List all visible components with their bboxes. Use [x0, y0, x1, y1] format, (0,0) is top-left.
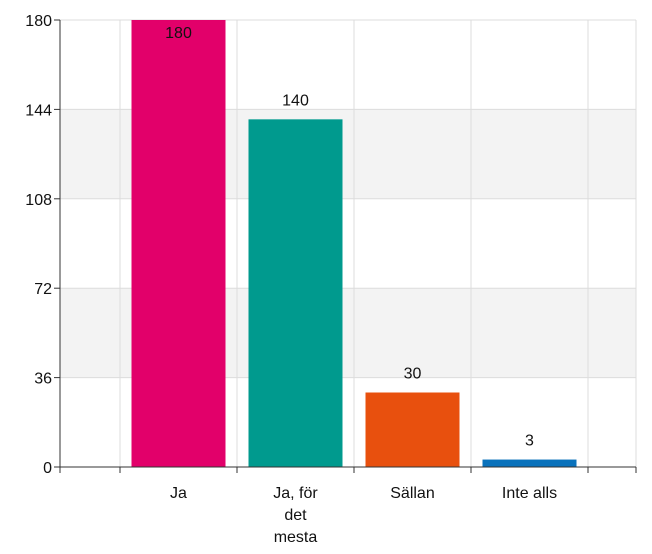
x-tick-label: Ja	[170, 485, 187, 502]
data-label: 140	[282, 92, 309, 109]
y-tick-label: 108	[25, 192, 52, 209]
x-tick-label: Sällan	[390, 485, 434, 502]
y-tick-label: 72	[34, 281, 52, 298]
x-tick-label: Inte alls	[502, 485, 557, 502]
y-tick-label: 180	[25, 13, 52, 30]
bar	[482, 459, 577, 467]
data-label: 3	[525, 433, 534, 450]
bar	[131, 20, 226, 467]
y-tick-label: 144	[25, 102, 52, 119]
y-tick-label: 0	[43, 460, 52, 477]
x-tick-label: Ja, för det mesta	[273, 485, 318, 546]
bar	[248, 119, 343, 467]
data-label: 180	[165, 25, 192, 42]
y-tick-label: 36	[34, 371, 52, 388]
bar	[365, 392, 460, 467]
data-label: 30	[404, 366, 422, 383]
